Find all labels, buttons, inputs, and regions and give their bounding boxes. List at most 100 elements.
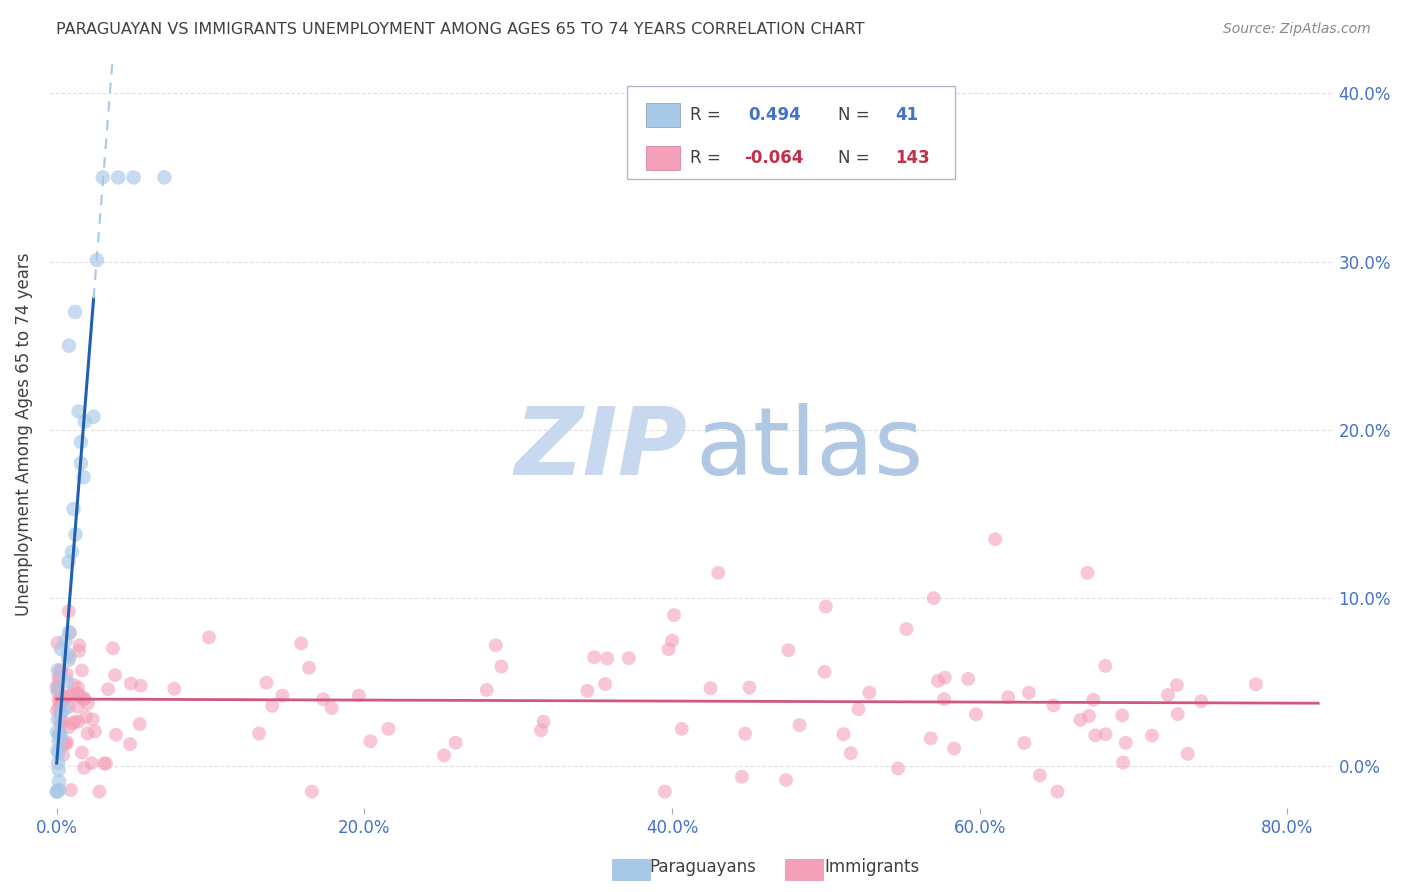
Point xyxy=(122,170,145,185)
Point xyxy=(932,692,955,706)
Point xyxy=(97,682,120,697)
Point xyxy=(1177,747,1199,761)
Point xyxy=(1115,736,1137,750)
Point xyxy=(51,705,73,719)
Point xyxy=(48,691,70,706)
Point xyxy=(52,747,75,762)
Text: N =: N = xyxy=(838,149,869,167)
Point xyxy=(128,717,150,731)
Y-axis label: Unemployment Among Ages 65 to 74 years: Unemployment Among Ages 65 to 74 years xyxy=(15,252,32,615)
Text: Source: ZipAtlas.com: Source: ZipAtlas.com xyxy=(1223,22,1371,37)
Point xyxy=(107,170,129,185)
Point xyxy=(76,726,98,740)
Point xyxy=(56,690,79,704)
Point xyxy=(91,170,114,185)
Point xyxy=(72,692,94,706)
Point xyxy=(738,681,761,695)
FancyBboxPatch shape xyxy=(627,86,955,179)
Point xyxy=(49,712,72,726)
Text: -0.064: -0.064 xyxy=(744,149,803,167)
Text: PARAGUAYAN VS IMMIGRANTS UNEMPLOYMENT AMONG AGES 65 TO 74 YEARS CORRELATION CHAR: PARAGUAYAN VS IMMIGRANTS UNEMPLOYMENT AM… xyxy=(56,22,865,37)
Text: R =: R = xyxy=(690,149,721,167)
Point xyxy=(51,665,73,679)
Point xyxy=(56,735,79,749)
Point xyxy=(1111,708,1133,723)
Point xyxy=(49,642,72,657)
Point xyxy=(56,647,79,661)
Point xyxy=(66,699,89,714)
Point xyxy=(198,631,221,645)
Point xyxy=(56,690,79,704)
Point xyxy=(927,673,949,688)
Point xyxy=(1018,686,1040,700)
Point xyxy=(943,741,966,756)
Point xyxy=(94,756,117,771)
Point xyxy=(129,679,152,693)
Point xyxy=(48,746,70,760)
Point xyxy=(60,687,83,701)
Point xyxy=(120,676,142,690)
Point xyxy=(56,674,79,689)
Point xyxy=(53,691,76,706)
Point xyxy=(839,746,862,760)
Point xyxy=(82,409,104,424)
Text: Paraguayans: Paraguayans xyxy=(650,858,756,876)
Point xyxy=(72,470,94,484)
Point xyxy=(256,675,278,690)
Point xyxy=(118,737,141,751)
Point xyxy=(848,702,870,716)
Point xyxy=(321,701,343,715)
Point xyxy=(67,690,90,705)
Point xyxy=(617,651,640,665)
Point xyxy=(67,688,90,702)
Point xyxy=(60,545,83,559)
Point xyxy=(934,671,956,685)
Point xyxy=(58,625,80,640)
Point xyxy=(1094,727,1116,741)
Point xyxy=(73,761,96,775)
Point xyxy=(48,730,70,744)
Point xyxy=(1078,709,1101,723)
Point xyxy=(59,783,82,797)
Point xyxy=(82,712,104,726)
Point xyxy=(67,714,90,729)
Point xyxy=(93,756,115,771)
Point xyxy=(1140,729,1163,743)
Point xyxy=(66,681,89,695)
Point xyxy=(359,734,381,748)
Point xyxy=(957,672,980,686)
Point xyxy=(997,690,1019,704)
Point xyxy=(63,714,86,729)
Point xyxy=(596,651,619,665)
Point xyxy=(101,641,124,656)
Point xyxy=(46,743,69,757)
Point xyxy=(533,714,555,729)
Point xyxy=(671,722,693,736)
Point xyxy=(658,642,681,657)
Point xyxy=(63,305,86,319)
Point xyxy=(59,650,82,665)
Point xyxy=(444,736,467,750)
Point xyxy=(76,697,98,711)
Point xyxy=(1167,707,1189,722)
Point xyxy=(593,677,616,691)
Point xyxy=(49,727,72,741)
Point xyxy=(312,692,335,706)
Point xyxy=(1069,713,1091,727)
Text: R =: R = xyxy=(690,106,721,124)
Point xyxy=(55,737,77,751)
Point xyxy=(920,731,942,746)
Point xyxy=(858,685,880,699)
Point xyxy=(58,339,80,353)
Point xyxy=(984,532,1007,546)
Point xyxy=(1157,688,1180,702)
Point xyxy=(55,633,77,648)
Point xyxy=(67,687,90,701)
Point xyxy=(298,661,321,675)
Point xyxy=(814,599,837,614)
Point xyxy=(52,714,75,729)
Point xyxy=(1244,677,1267,691)
Text: N =: N = xyxy=(838,106,869,124)
Point xyxy=(69,690,91,704)
Point xyxy=(731,770,754,784)
